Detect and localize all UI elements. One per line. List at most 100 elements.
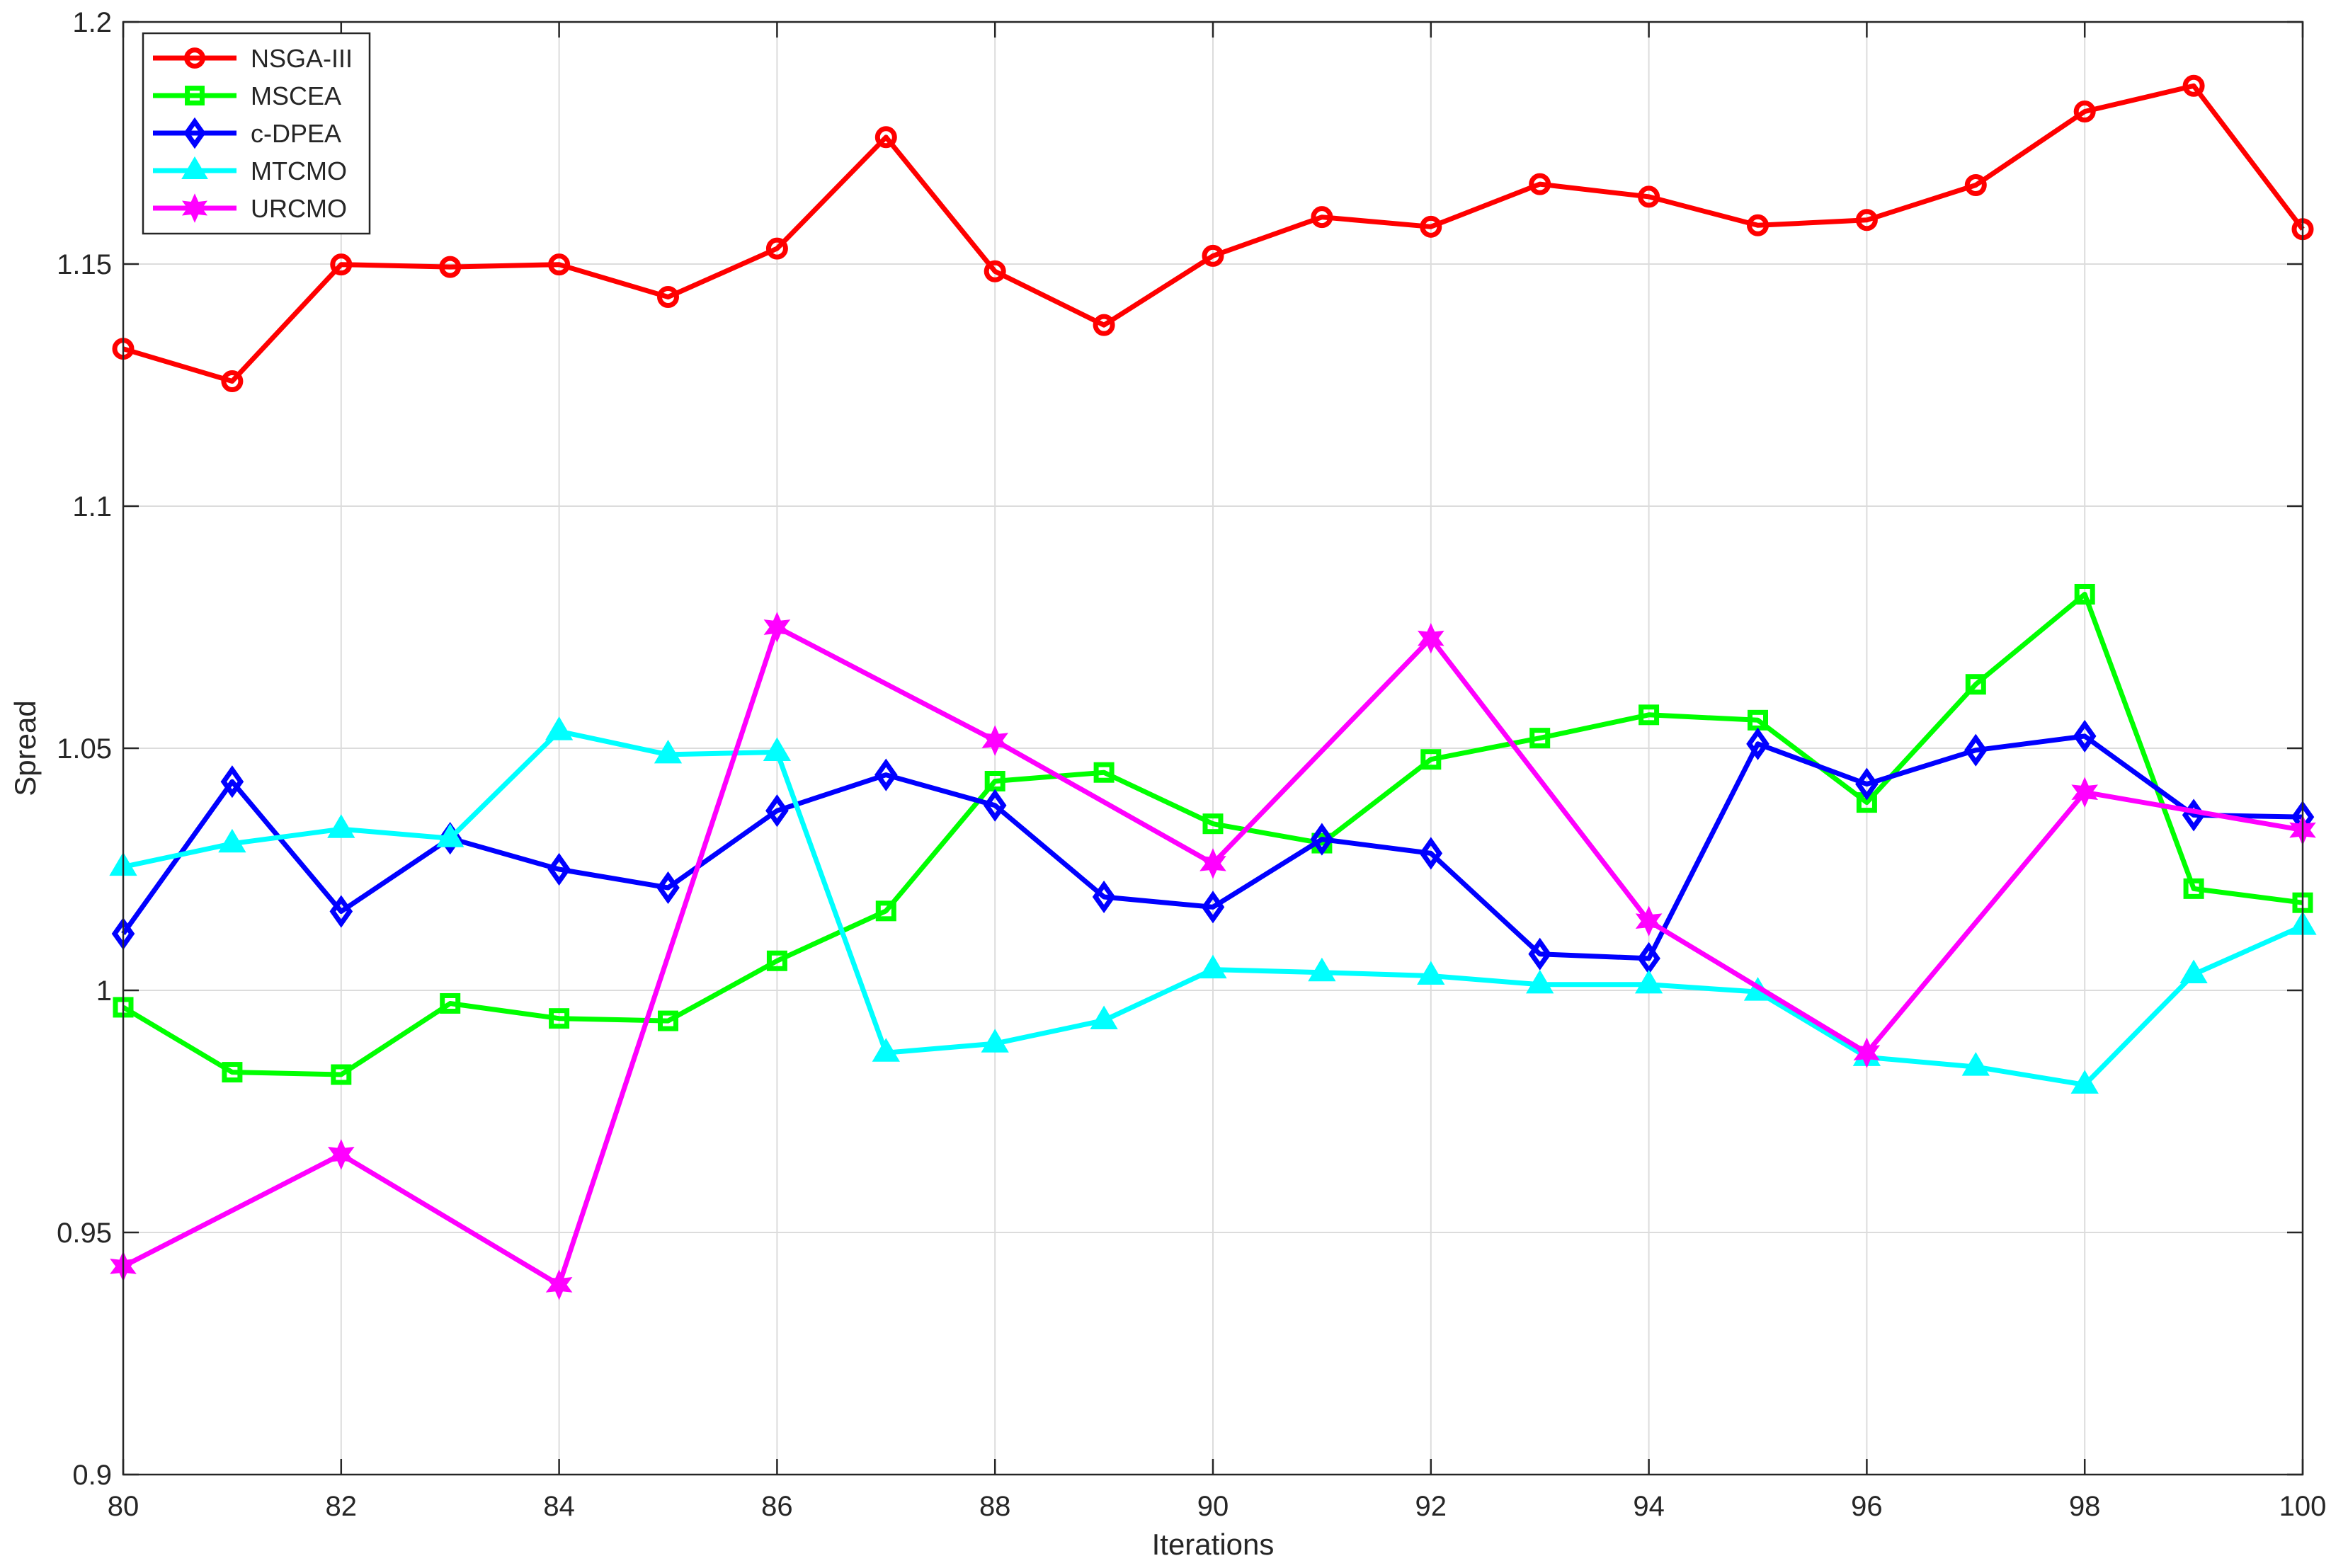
data-point xyxy=(1420,215,1442,238)
y-tick-label: 0.95 xyxy=(57,1218,112,1249)
legend: NSGA-III MSCEA c-DPEA MTCMO URCMO xyxy=(142,32,371,235)
data-point xyxy=(1201,891,1225,924)
data-point xyxy=(1638,185,1660,208)
data-point xyxy=(545,1269,573,1300)
ticks: 80 82 84 86 88 90 92 94 96 98 100 0.9 0.95 1 1.05 1.1 1.… xyxy=(57,7,2326,1522)
data-point xyxy=(548,253,571,276)
series-nsga-iii xyxy=(112,74,2314,393)
data-point xyxy=(766,950,787,971)
legend-marker xyxy=(183,117,206,149)
data-point xyxy=(1420,749,1442,770)
data-point xyxy=(981,1029,1009,1053)
legend-item: c-DPEA xyxy=(153,117,341,149)
data-point xyxy=(1199,954,1227,979)
data-point xyxy=(874,126,897,149)
legend-item: URCMO xyxy=(153,193,347,223)
data-point xyxy=(1746,727,1769,760)
data-point xyxy=(549,1008,570,1029)
y-tick-label: 1.05 xyxy=(57,733,112,765)
data-point xyxy=(1093,762,1115,783)
data-point xyxy=(1635,905,1663,937)
data-point xyxy=(1308,957,1336,982)
legend-marker xyxy=(185,86,205,105)
legend-label: MTCMO xyxy=(251,156,347,185)
x-tick-label: 82 xyxy=(326,1491,358,1522)
data-point xyxy=(872,1038,900,1062)
y-tick-label: 1.2 xyxy=(72,7,112,38)
legend-marker xyxy=(181,156,208,180)
data-point xyxy=(984,260,1006,282)
y-tick-label: 0.9 xyxy=(72,1460,112,1491)
data-point xyxy=(2070,1070,2099,1094)
data-point xyxy=(220,765,244,799)
legend-item: NSGA-III xyxy=(153,44,353,73)
data-point xyxy=(654,739,683,764)
data-point xyxy=(1311,206,1333,229)
data-point xyxy=(1310,823,1334,856)
data-point xyxy=(1529,728,1551,749)
x-tick-label: 86 xyxy=(761,1491,793,1522)
data-point xyxy=(765,794,789,828)
legend-label: URCMO xyxy=(251,194,347,223)
x-tick-label: 94 xyxy=(1633,1491,1665,1522)
data-point xyxy=(1202,813,1224,835)
series-mtcmo xyxy=(109,716,2317,1094)
y-tick-label: 1 xyxy=(96,975,112,1007)
data-point xyxy=(330,253,353,276)
data-point xyxy=(1855,209,1878,231)
data-point xyxy=(656,871,680,905)
data-point xyxy=(1090,1005,1118,1029)
x-tick-label: 98 xyxy=(2069,1491,2101,1522)
data-point xyxy=(1199,848,1226,879)
data-point xyxy=(1853,1037,1881,1068)
series-line xyxy=(122,83,2305,384)
data-point xyxy=(2071,777,2099,808)
data-point xyxy=(547,852,571,886)
data-point xyxy=(763,612,791,643)
series-mscea xyxy=(113,583,2313,1085)
data-point xyxy=(765,237,788,260)
x-tick-label: 92 xyxy=(1415,1491,1447,1522)
data-point xyxy=(440,992,461,1014)
series-line xyxy=(121,733,2303,961)
x-tick-label: 84 xyxy=(543,1491,575,1522)
data-point xyxy=(2073,719,2097,752)
data-point xyxy=(331,1064,352,1085)
data-point xyxy=(222,1062,243,1083)
data-point xyxy=(2182,74,2205,97)
data-point xyxy=(1961,1052,1990,1076)
data-point xyxy=(329,895,353,928)
y-tick-label: 1.15 xyxy=(57,249,112,280)
data-point xyxy=(1529,173,1551,195)
x-tick-label: 88 xyxy=(979,1491,1011,1522)
data-point xyxy=(2183,878,2204,899)
x-tick-label: 80 xyxy=(108,1491,139,1522)
y-tick-label: 1.1 xyxy=(72,491,112,522)
x-tick-label: 96 xyxy=(1851,1491,1883,1522)
data-point xyxy=(218,828,246,853)
data-point xyxy=(1638,704,1660,726)
data-point xyxy=(983,789,1007,822)
legend-label: MSCEA xyxy=(251,81,341,110)
data-point xyxy=(1526,969,1554,994)
data-point xyxy=(1634,969,1663,994)
data-point xyxy=(327,1139,355,1170)
data-point xyxy=(2073,101,2096,123)
y-axis-label: Spread xyxy=(8,700,42,796)
series-layer xyxy=(109,74,2317,1300)
data-point xyxy=(1093,314,1115,336)
legend-marker xyxy=(181,193,208,223)
data-point xyxy=(658,1010,678,1031)
x-tick-label: 100 xyxy=(2279,1491,2327,1522)
data-point xyxy=(1965,674,1986,695)
data-point xyxy=(1855,767,1879,801)
legend-marker xyxy=(184,47,205,69)
series-line xyxy=(122,592,2303,1077)
data-point xyxy=(436,823,465,847)
x-axis-label: Iterations xyxy=(1152,1528,1275,1561)
data-point xyxy=(981,725,1009,756)
data-point xyxy=(1202,244,1224,267)
data-point xyxy=(875,900,896,922)
data-point xyxy=(2074,583,2095,605)
